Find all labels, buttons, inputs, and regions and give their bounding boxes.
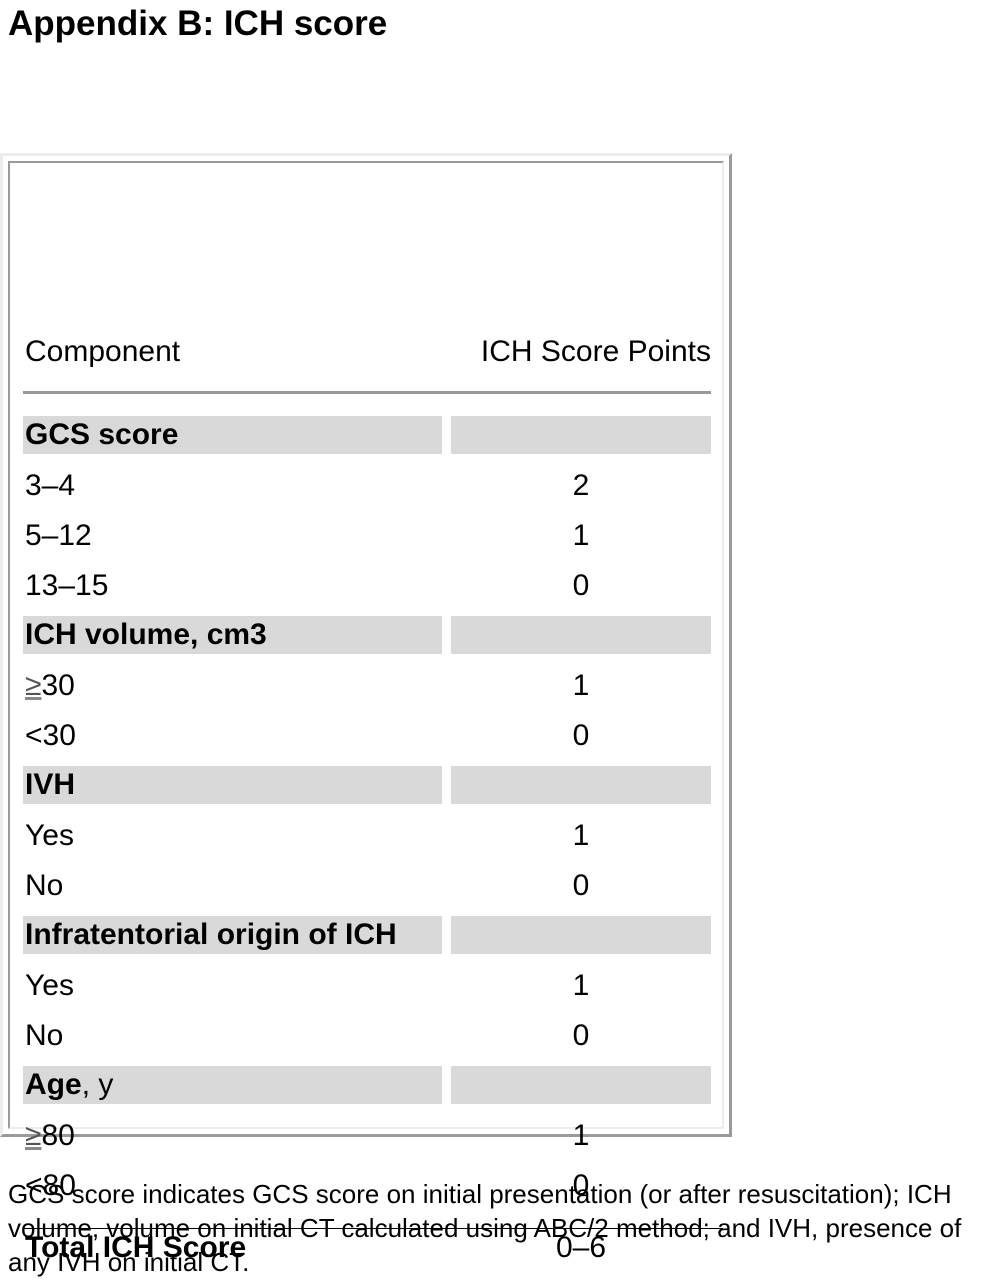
section-shade [451,916,711,954]
section-label-age-main: Age [25,1068,82,1101]
section-shade [23,1066,442,1104]
footnote: GCS score indicates GCS score on initial… [8,1179,962,1277]
ich-score-table: Component ICH Score Points GCS score 3–4… [0,153,732,1263]
row-points: 0 [572,569,590,602]
section-shade [451,766,711,804]
row-points: 1 [572,819,590,852]
section-shade [451,416,711,454]
section-label-age-suffix: , y [81,1068,114,1101]
ge-symbol: ≥ [25,669,42,702]
row-points: 0 [572,719,590,752]
row-component: <30 [25,719,76,752]
row-component-value: 30 [41,669,75,702]
row-component: No [25,1019,64,1052]
section-label-gcs: GCS score [25,418,179,451]
section-label-ich-volume: ICH volume, cm3 [25,618,267,651]
row-points: 1 [572,519,590,552]
section-shade [23,616,442,654]
row-component: 13–15 [25,569,109,602]
section-shade [23,916,442,954]
row-component: ≥30 [25,671,75,701]
page-title: Appendix B: ICH score [8,4,388,43]
section-label-ivh: IVH [25,768,76,801]
section-shade [23,416,442,454]
ge-symbol: ≥ [25,1119,42,1152]
header-points: ICH Score Points [480,335,711,368]
row-points: 1 [572,1119,590,1152]
total-rule [23,1228,723,1229]
section-label-infratentorial: Infratentorial origin of ICH [25,918,397,951]
section-shade [451,1066,711,1104]
row-points: 0 [572,869,590,902]
section-label-age: Age, y [25,1070,113,1100]
row-points: 2 [572,469,590,502]
row-points: 1 [572,669,590,702]
row-component: 3–4 [25,469,76,502]
row-component: <80 [25,1169,76,1202]
header-rule [23,391,711,394]
section-shade [451,616,711,654]
row-component: Yes [25,969,74,1002]
row-component-value: 80 [41,1119,75,1152]
total-points: 0–6 [555,1231,607,1264]
total-label: Total ICH Score [25,1231,247,1264]
row-component: 5–12 [25,519,92,552]
header-component: Component [25,335,181,368]
row-component: ≥80 [25,1121,75,1151]
row-component: No [25,869,64,902]
table-inner-border [8,161,724,1129]
section-shade [23,766,442,804]
row-component: Yes [25,819,74,852]
row-points: 1 [572,969,590,1002]
row-points: 0 [572,1019,590,1052]
row-points: 0 [572,1169,590,1202]
